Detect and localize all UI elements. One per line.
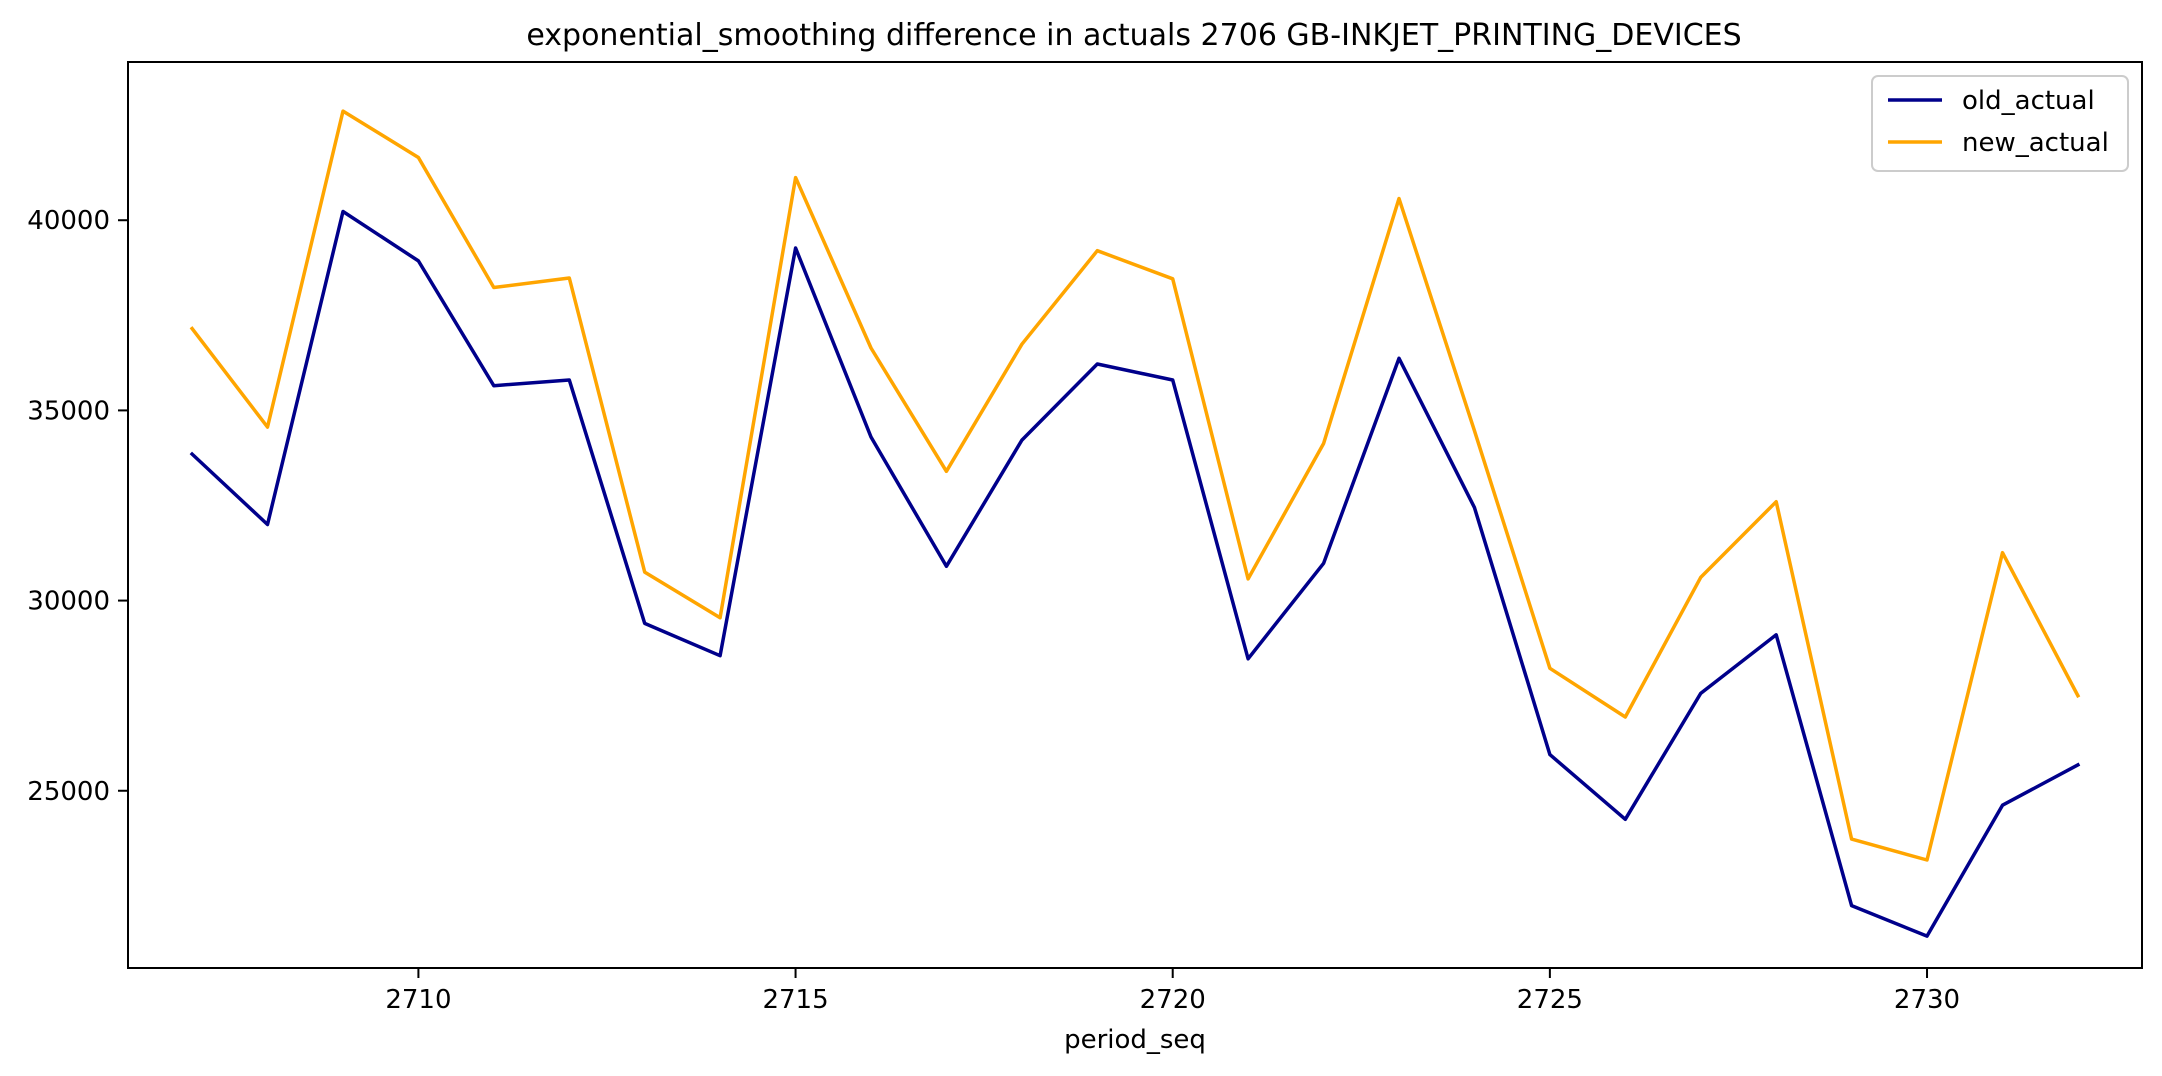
y-tick-label: 35000 [27, 396, 110, 426]
x-tick-label: 2715 [762, 985, 828, 1015]
x-tick-label: 2725 [1517, 985, 1583, 1015]
y-axis-ticks: 25000 30000 35000 40000 [27, 206, 128, 807]
plot-frame [127, 61, 2143, 969]
legend-label-old-actual: old_actual [1962, 86, 2095, 116]
series-lines [189, 109, 2081, 938]
y-tick-label: 25000 [27, 777, 110, 807]
x-tick-label: 2720 [1140, 985, 1206, 1015]
series-line-new-actual [189, 109, 2081, 862]
legend-label-new-actual: new_actual [1962, 128, 2109, 158]
plot-area: 2710 2715 2720 2725 2730 25000 30000 35000 4000… [27, 61, 2143, 1015]
chart-title: exponential_smoothing difference in actu… [526, 18, 1741, 53]
legend: old_actual new_actual [1871, 75, 2129, 172]
x-tick-label: 2730 [1894, 985, 1960, 1015]
series-line-old-actual [189, 209, 2081, 938]
x-axis-label: period_seq [1064, 1025, 1206, 1055]
y-tick-label: 30000 [27, 587, 110, 617]
y-tick-label: 40000 [27, 206, 110, 236]
x-axis-ticks: 2710 2715 2720 2725 2730 [385, 968, 1960, 1015]
x-tick-label: 2710 [385, 985, 451, 1015]
